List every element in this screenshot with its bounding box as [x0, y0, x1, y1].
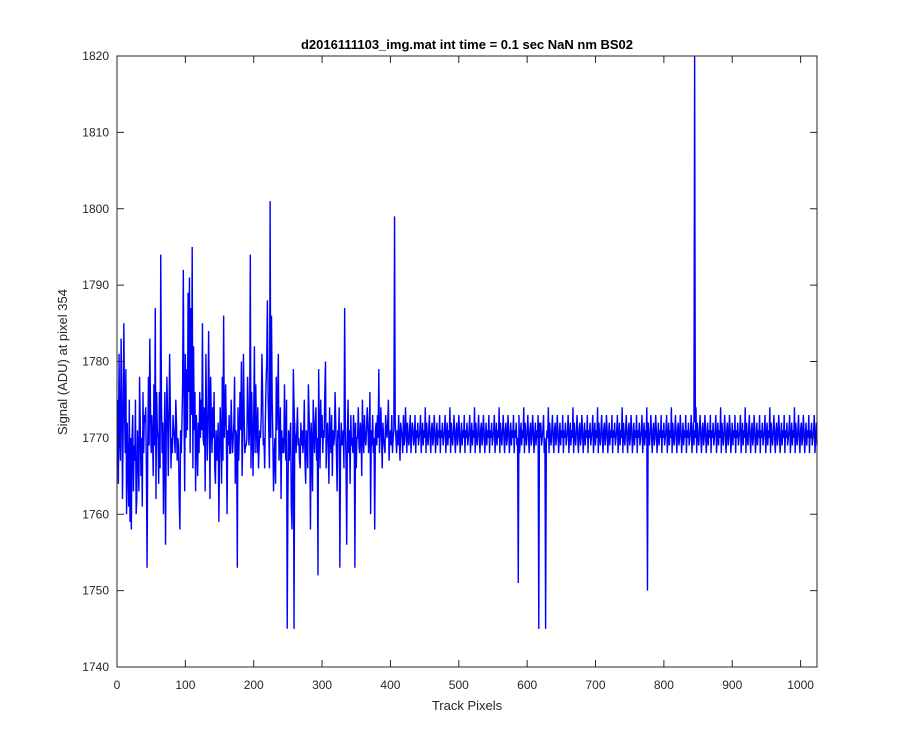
chart-title: d2016111103_img.mat int time = 0.1 sec N… [301, 37, 633, 52]
x-axis-label: Track Pixels [432, 698, 503, 713]
axes-layer: 0 100 200 300 400 500 600 700 800 900 1000 1740 1750… [82, 49, 818, 692]
y-tick-label: 1800 [82, 202, 109, 216]
y-tick-label: 1740 [82, 660, 109, 674]
y-tick-label: 1820 [82, 49, 109, 63]
y-tick-label: 1790 [82, 278, 109, 292]
y-tick-label: 1760 [82, 507, 109, 521]
peak-spike [693, 55, 697, 423]
x-tick-label: 0 [114, 678, 121, 692]
x-tick-label: 900 [722, 678, 742, 692]
x-tick-label: 1000 [787, 678, 814, 692]
x-tick-label: 600 [517, 678, 537, 692]
peak-spike [292, 422, 296, 629]
x-tick-label: 200 [244, 678, 264, 692]
y-tick-label: 1780 [82, 355, 109, 369]
y-axis-label: Signal (ADU) at pixel 354 [55, 289, 70, 435]
y-tick-label: 1770 [82, 431, 109, 445]
x-tick-label: 400 [380, 678, 400, 692]
x-tick-label: 500 [449, 678, 469, 692]
x-tick-label: 800 [654, 678, 674, 692]
plot-area [117, 56, 817, 667]
x-tick-label: 300 [312, 678, 332, 692]
x-tick-label: 100 [175, 678, 195, 692]
x-tick-label: 700 [586, 678, 606, 692]
y-tick-label: 1750 [82, 584, 109, 598]
peak-spike [646, 422, 649, 591]
series-line-0 [116, 201, 818, 629]
peak-spike [537, 422, 541, 629]
y-tick-label: 1810 [82, 125, 109, 139]
